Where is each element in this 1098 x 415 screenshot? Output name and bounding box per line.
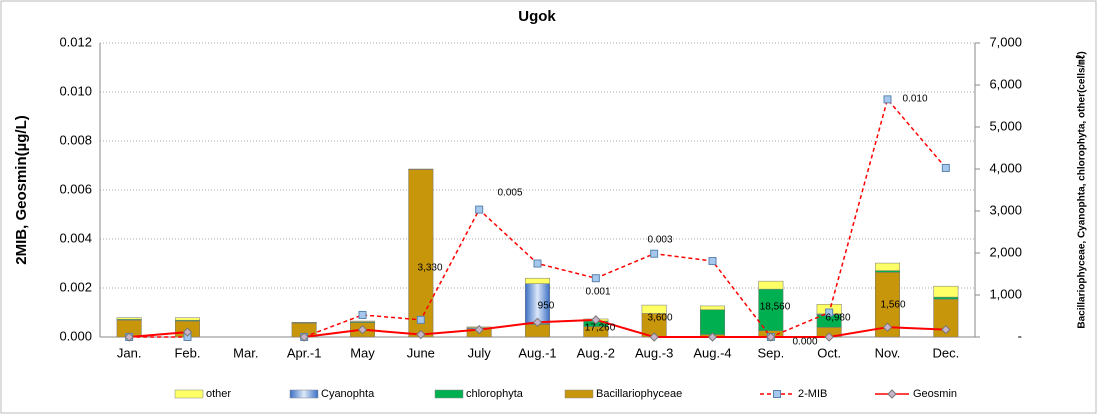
marker	[474, 324, 484, 335]
bar-segment	[525, 283, 550, 324]
x-tick-label: Jan.	[117, 345, 142, 360]
y2-tick-label: 2,000	[989, 244, 1022, 259]
marker	[533, 259, 542, 268]
marker	[766, 332, 776, 342]
y2-tick-label: 1,000	[989, 286, 1022, 301]
marker	[182, 327, 193, 337]
bar-segment	[116, 317, 142, 320]
y-tick-label: 0.006	[59, 181, 92, 196]
bar-segment	[933, 285, 959, 298]
marker	[416, 315, 425, 324]
x-tick-label: Feb.	[174, 345, 200, 360]
x-tick-label: Mar.	[233, 345, 258, 360]
bar-segment	[875, 270, 900, 273]
x-tick-label: June	[407, 345, 435, 360]
legend-label: Geosmin	[913, 388, 957, 400]
legend-swatch	[174, 389, 204, 399]
marker	[299, 332, 309, 342]
annotation: 0.003	[647, 235, 672, 246]
x-tick-label: Aug.-1	[518, 345, 556, 360]
x-tick-label: Aug.-4	[693, 345, 731, 360]
marker	[649, 332, 659, 342]
marker	[358, 310, 367, 319]
x-tick-label: Aug.-3	[635, 345, 673, 360]
legend-label: chlorophyta	[466, 388, 524, 400]
bar-segment	[700, 309, 725, 335]
bar-segment	[175, 317, 200, 321]
y-tick-label: 0.008	[59, 132, 92, 147]
bar-segment	[758, 288, 784, 331]
marker	[708, 257, 717, 266]
line-series	[129, 318, 946, 338]
annotation: 3,600	[647, 313, 672, 324]
marker	[124, 332, 134, 342]
annotation: 0.005	[497, 188, 522, 199]
legend-label: Bacillariophyceae	[596, 388, 682, 400]
annotation: 1,560	[880, 300, 905, 311]
bar-segment	[700, 305, 725, 310]
marker	[824, 332, 834, 342]
y-tick-label: 0.002	[59, 279, 92, 294]
marker	[357, 324, 368, 335]
x-tick-label: July	[468, 345, 492, 360]
x-tick-label: Oct.	[817, 345, 841, 360]
x-tick-label: Apr.-1	[287, 345, 322, 360]
marker	[650, 249, 659, 258]
y-tick-label: 0.004	[59, 230, 92, 245]
legend-marker	[773, 390, 781, 398]
x-tick-label: Sep.	[757, 345, 784, 360]
y2-tick-label: -	[1018, 328, 1022, 343]
annotation: 18,560	[760, 302, 791, 313]
x-tick-label: Aug.-2	[577, 345, 615, 360]
x-tick-label: Nov.	[875, 345, 901, 360]
marker	[591, 274, 600, 283]
marker	[941, 324, 951, 335]
marker	[475, 205, 484, 214]
annotation: 0.001	[585, 287, 610, 298]
legend-marker	[887, 389, 897, 399]
legend-label: 2-MIB	[798, 388, 827, 400]
annotation: 3,330	[417, 263, 442, 274]
legend-swatch	[289, 389, 319, 399]
annotation: 6,980	[825, 313, 850, 324]
legend-label: Cyanophta	[321, 388, 375, 400]
marker	[825, 308, 834, 317]
y2-tick-label: 3,000	[989, 202, 1022, 217]
chart-title: Ugok	[518, 8, 556, 25]
marker	[707, 332, 718, 342]
annotation: 0.000	[792, 337, 817, 348]
marker	[416, 329, 426, 340]
marker	[532, 317, 543, 328]
bar-segment	[875, 262, 900, 271]
legend-swatch	[564, 389, 594, 399]
marker	[941, 163, 950, 172]
annotation: 950	[538, 301, 555, 312]
bar-segment	[525, 277, 550, 284]
bar-segment	[933, 296, 959, 300]
x-tick-label: May	[350, 345, 375, 360]
bar-segment	[350, 320, 375, 323]
y-axis-label: 2MIB, Geosmin(µg/L)	[13, 115, 30, 264]
y2-tick-label: 4,000	[989, 160, 1022, 175]
y-tick-label: 0.010	[59, 83, 92, 98]
x-tick-label: Dec.	[932, 345, 959, 360]
bar-segment	[408, 169, 434, 338]
y-tick-label: 0.012	[59, 34, 92, 49]
legend-label: other	[206, 388, 231, 400]
legend-swatch	[434, 389, 464, 399]
marker	[882, 322, 893, 332]
y2-tick-label: 7,000	[989, 34, 1022, 49]
marker	[591, 315, 601, 325]
y2-tick-label: 6,000	[989, 76, 1022, 91]
bar-segment	[758, 280, 784, 290]
bar-segment	[641, 304, 667, 314]
marker	[883, 95, 892, 104]
annotation: 0.010	[902, 94, 927, 105]
y2-axis-label: Bacillariophyceae, Cyanophta, chlorophyt…	[1076, 51, 1088, 328]
y-tick-label: 0.000	[59, 328, 92, 343]
y2-tick-label: 5,000	[989, 118, 1022, 133]
annotation: 17,260	[585, 323, 616, 334]
